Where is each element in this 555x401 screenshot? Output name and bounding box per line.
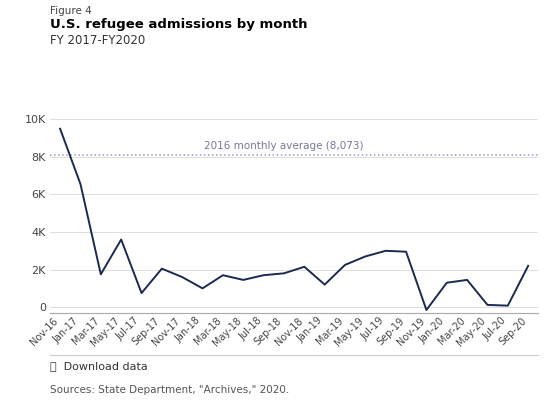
Text: U.S. refugee admissions by month: U.S. refugee admissions by month bbox=[50, 18, 307, 31]
Text: ⤓  Download data: ⤓ Download data bbox=[50, 361, 148, 371]
Text: FY 2017-FY2020: FY 2017-FY2020 bbox=[50, 34, 145, 47]
Text: Figure 4: Figure 4 bbox=[50, 6, 92, 16]
Text: 2016 monthly average (8,073): 2016 monthly average (8,073) bbox=[204, 141, 364, 151]
Text: Sources: State Department, "Archives," 2020.: Sources: State Department, "Archives," 2… bbox=[50, 385, 289, 395]
